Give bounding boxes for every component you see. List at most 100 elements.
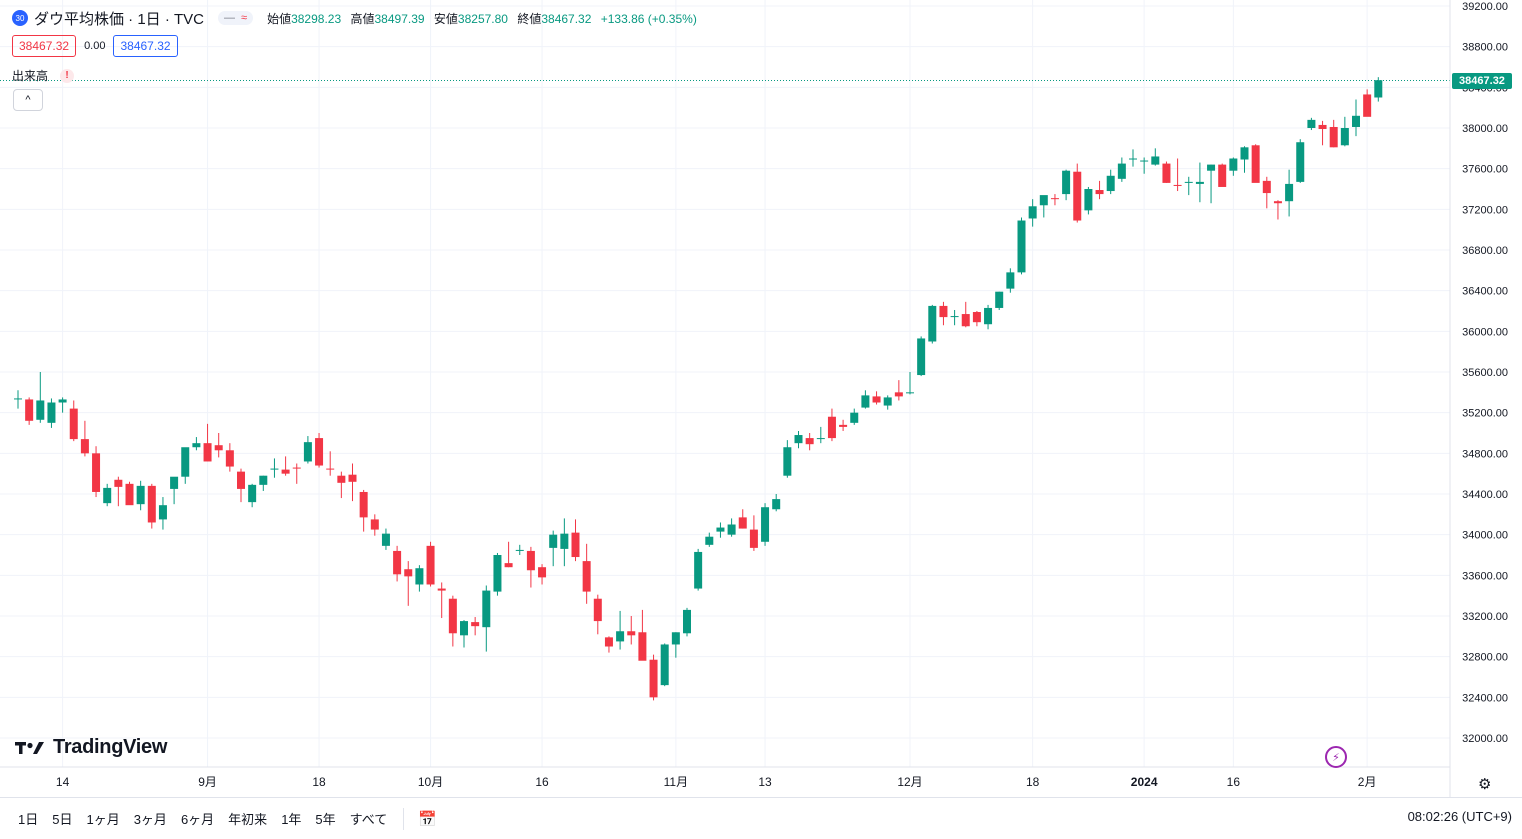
candle[interactable] — [1207, 164, 1216, 204]
candle[interactable] — [292, 463, 301, 484]
candle[interactable] — [69, 400, 78, 442]
candle[interactable] — [259, 475, 268, 491]
candle[interactable] — [816, 426, 825, 444]
candle[interactable] — [192, 437, 201, 451]
candle[interactable] — [950, 309, 959, 326]
candle[interactable] — [604, 636, 613, 653]
collapse-button[interactable]: ^ — [13, 89, 43, 111]
candle[interactable] — [1073, 163, 1082, 223]
timeframe-5y[interactable]: 5年 — [315, 812, 336, 827]
candle[interactable] — [526, 546, 535, 588]
candle[interactable] — [1229, 157, 1238, 176]
candle[interactable] — [749, 515, 758, 551]
candle[interactable] — [1162, 161, 1171, 183]
chart-title[interactable]: ダウ平均株価 · 1日 · TVC — [34, 10, 205, 28]
timeframe-ytd[interactable]: 年初来 — [228, 812, 268, 827]
candle[interactable] — [649, 654, 658, 701]
timeframe-6m[interactable]: 6ヶ月 — [180, 812, 215, 827]
lightning-icon[interactable]: ⚡ — [1325, 746, 1347, 768]
candle[interactable] — [225, 443, 234, 472]
candle[interactable] — [1285, 169, 1294, 217]
candle[interactable] — [504, 541, 513, 568]
candle[interactable] — [783, 440, 792, 478]
candle[interactable] — [972, 311, 981, 327]
candle[interactable] — [616, 610, 625, 650]
candle[interactable] — [1195, 162, 1204, 203]
candle[interactable] — [1251, 144, 1260, 183]
candle[interactable] — [1006, 268, 1015, 293]
candle[interactable] — [1151, 148, 1160, 166]
candle[interactable] — [36, 372, 45, 423]
candle[interactable] — [928, 304, 937, 344]
candle[interactable] — [794, 430, 803, 449]
candle[interactable] — [593, 594, 602, 635]
candle[interactable] — [660, 643, 669, 687]
candle[interactable] — [1184, 176, 1193, 196]
candle[interactable] — [125, 481, 134, 506]
candle[interactable] — [1039, 195, 1048, 218]
timeframe-5d[interactable]: 5日 — [52, 812, 73, 827]
candle[interactable] — [839, 419, 848, 431]
minus-icon[interactable]: — — [224, 12, 236, 24]
timeframe-1m[interactable]: 1ヶ月 — [86, 812, 120, 827]
candle[interactable] — [415, 565, 424, 592]
candle[interactable] — [303, 436, 312, 464]
candle[interactable] — [694, 548, 703, 591]
candle[interactable] — [1352, 99, 1360, 137]
tradingview-logo[interactable]: TradingView — [15, 736, 167, 759]
candle[interactable] — [961, 301, 970, 328]
candle[interactable] — [549, 530, 558, 567]
candle[interactable] — [326, 451, 335, 476]
candle[interactable] — [1374, 77, 1383, 102]
candle[interactable] — [1062, 169, 1071, 201]
candle[interactable] — [136, 480, 145, 511]
candle[interactable] — [92, 446, 101, 498]
candle[interactable] — [426, 541, 435, 587]
candle[interactable] — [315, 433, 324, 468]
candle[interactable] — [1129, 149, 1137, 167]
calendar-range-icon[interactable]: 📅 — [418, 810, 437, 828]
clock-readout[interactable]: 08:02:26 (UTC+9) — [1407, 809, 1512, 824]
volume-indicator[interactable]: 出来高 ! — [12, 67, 75, 84]
candle[interactable] — [237, 468, 245, 503]
candle[interactable] — [114, 476, 123, 507]
candle[interactable] — [627, 616, 636, 645]
candle[interactable] — [984, 304, 993, 330]
display-toggles[interactable]: — ≈ — [218, 11, 254, 25]
candle[interactable] — [203, 423, 212, 462]
buy-button[interactable]: 38467.32 — [113, 35, 178, 57]
candle[interactable] — [1240, 146, 1249, 173]
candle[interactable] — [1106, 169, 1115, 195]
candle[interactable] — [170, 476, 179, 505]
candle[interactable] — [1218, 163, 1227, 187]
candle[interactable] — [671, 632, 680, 658]
candle[interactable] — [181, 447, 190, 484]
candle[interactable] — [1262, 176, 1271, 209]
timeframe-1y[interactable]: 1年 — [281, 812, 302, 827]
candle[interactable] — [460, 620, 468, 648]
candle[interactable] — [103, 483, 112, 507]
candle[interactable] — [437, 582, 446, 619]
candle[interactable] — [471, 617, 480, 636]
candle[interactable] — [705, 532, 714, 547]
candle[interactable] — [727, 518, 736, 537]
candle[interactable] — [939, 301, 948, 326]
timeframe-all[interactable]: すべて — [349, 812, 388, 827]
candle[interactable] — [158, 497, 167, 530]
candle[interactable] — [1329, 119, 1338, 148]
candle[interactable] — [917, 336, 926, 377]
candle[interactable] — [381, 528, 390, 550]
timeframe-1d[interactable]: 1日 — [18, 812, 39, 827]
candle[interactable] — [337, 471, 346, 499]
candle[interactable] — [1017, 217, 1026, 275]
candle[interactable] — [482, 585, 491, 652]
candle[interactable] — [370, 514, 379, 536]
candle[interactable] — [359, 489, 368, 532]
candle[interactable] — [147, 483, 156, 529]
candle[interactable] — [248, 483, 257, 508]
candle[interactable] — [738, 509, 747, 529]
candle[interactable] — [571, 519, 580, 562]
candle[interactable] — [281, 456, 290, 476]
candle[interactable] — [493, 552, 502, 596]
gear-icon[interactable]: ⚙ — [1478, 776, 1492, 793]
